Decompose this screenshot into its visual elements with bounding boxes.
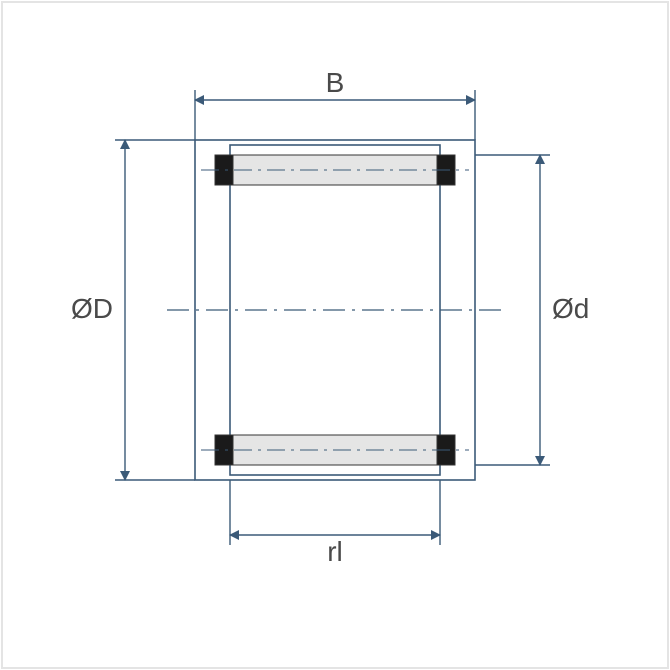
frame bbox=[2, 2, 668, 668]
cross-section bbox=[167, 140, 503, 480]
dimension-d-label: Ød bbox=[552, 293, 589, 324]
bearing-cross-section-diagram: Brl ØD Ød bbox=[0, 0, 670, 670]
dimension-B-label: B bbox=[326, 67, 345, 98]
dimension-D-label: ØD bbox=[71, 293, 113, 324]
roller-bottom bbox=[201, 435, 469, 465]
dimension-rl: rl bbox=[230, 480, 440, 567]
dimension-B: B bbox=[195, 67, 475, 140]
roller-top bbox=[201, 155, 469, 185]
dimension-rl-label: rl bbox=[327, 536, 343, 567]
